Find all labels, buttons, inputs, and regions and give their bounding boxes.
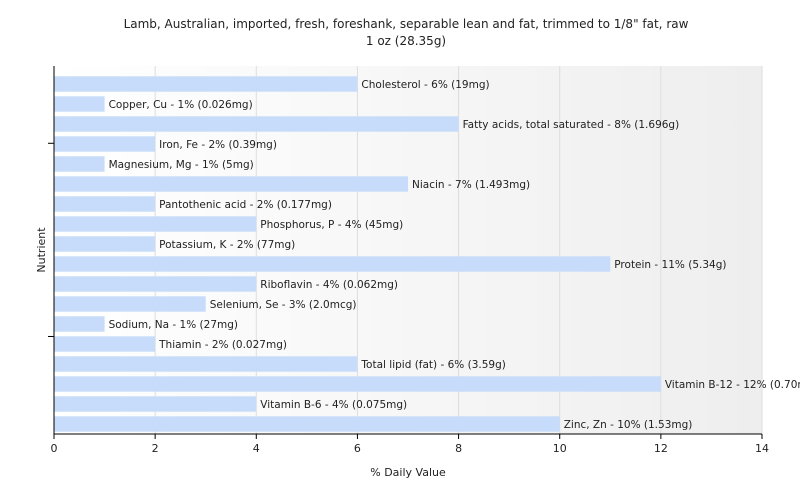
bar-label: Riboflavin - 4% (0.062mg) [260,279,398,291]
bar-label: Thiamin - 2% (0.027mg) [158,339,287,351]
bar [54,236,156,252]
bar [54,316,105,332]
bars: Cholesterol - 6% (19mg) Copper, Cu - 1% (… [54,76,800,432]
bar-label: Total lipid (fat) - 6% (3.59g) [360,359,505,371]
bar [54,216,257,232]
bar-label: Pantothenic acid - 2% (0.177mg) [159,199,332,211]
bar [54,196,156,212]
bar-label: Magnesium, Mg - 1% (5mg) [109,159,254,171]
bar-label: Potassium, K - 2% (77mg) [159,239,295,251]
bar [54,76,358,92]
bar [54,256,611,272]
bar-label: Niacin - 7% (1.493mg) [412,179,530,191]
bar [54,116,459,132]
x-tick-label: 2 [152,442,159,455]
bar-label: Selenium, Se - 3% (2.0mcg) [210,299,357,311]
bar [54,356,358,372]
bar [54,176,408,192]
bar [54,276,257,292]
bar-label: Iron, Fe - 2% (0.39mg) [159,139,277,151]
bar [54,136,156,152]
x-tick-label: 12 [654,442,668,455]
axes [48,66,763,439]
x-tick-label: 4 [253,442,260,455]
bar [54,156,105,172]
bar [54,336,156,352]
bar-label: Protein - 11% (5.34g) [614,259,726,271]
bar-label: Cholesterol - 6% (19mg) [361,79,489,91]
bar [54,296,206,312]
x-tick-label: 6 [354,442,361,455]
x-tick-label: 14 [755,442,769,455]
x-axis-title: % Daily Value [370,466,446,479]
chart-title: Lamb, Australian, imported, fresh, fores… [124,17,689,31]
y-axis-title: Nutrient [35,227,48,273]
x-tick-label: 10 [553,442,567,455]
bar [54,396,257,412]
bar-label: Zinc, Zn - 10% (1.53mg) [564,419,693,431]
bar-label: Vitamin B-12 - 12% (0.70mcg) [665,379,800,391]
bar [54,376,661,392]
x-tick-label: 8 [455,442,462,455]
bar-label: Fatty acids, total saturated - 8% (1.696… [463,119,680,131]
bar [54,96,105,112]
bar-label: Copper, Cu - 1% (0.026mg) [109,99,253,111]
chart-subtitle: 1 oz (28.35g) [366,34,446,48]
x-tick-labels: 0 2 4 6 8 10 12 14 [51,442,770,455]
bar-label: Vitamin B-6 - 4% (0.075mg) [260,399,407,411]
bar [54,416,560,432]
bar-label: Phosphorus, P - 4% (45mg) [260,219,403,231]
x-tick-label: 0 [51,442,58,455]
bar-label: Sodium, Na - 1% (27mg) [109,319,238,331]
